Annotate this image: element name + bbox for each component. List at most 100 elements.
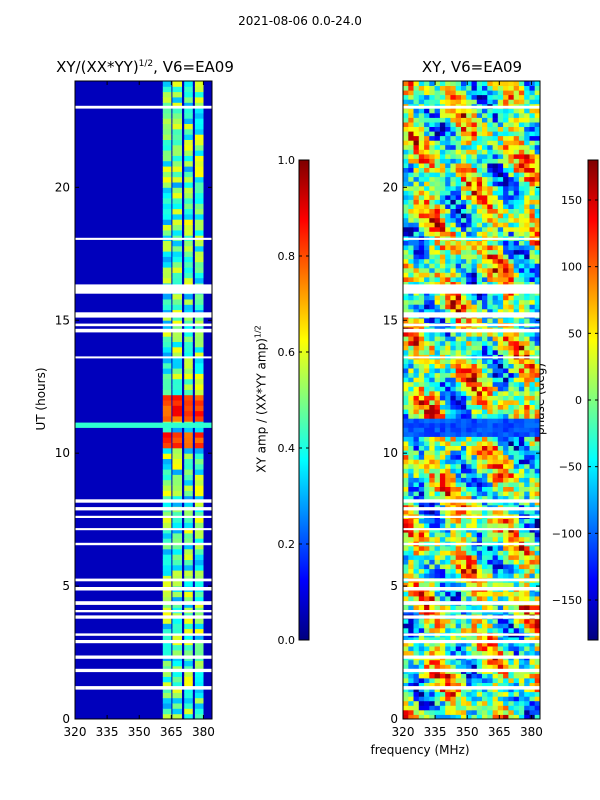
right-heatmap-cell <box>439 509 446 515</box>
right-heatmap-cell <box>413 395 420 401</box>
right-heatmap-cell <box>429 591 435 597</box>
left-heatmap-cell <box>172 134 182 140</box>
right-heatmap-cell <box>518 176 525 182</box>
left-heatmap-cell <box>172 139 182 146</box>
left-heatmap-cell <box>194 591 204 598</box>
right-heatmap-cell <box>476 267 483 273</box>
right-heatmap-cell <box>534 691 541 697</box>
right-heatmap-cell <box>429 126 435 132</box>
right-heatmap-cell <box>403 650 409 656</box>
right-heatmap-cell <box>471 158 478 164</box>
right-heatmap-cell <box>413 486 420 492</box>
right-heatmap-cell <box>408 409 414 415</box>
left-heatmap-cell <box>184 352 193 358</box>
right-heatmap-cell <box>518 682 525 688</box>
right-heatmap-cell <box>534 299 541 305</box>
right-heatmap-cell <box>487 482 493 487</box>
right-heatmap-cell <box>513 345 520 351</box>
right-heatmap-cell <box>534 545 541 551</box>
right-heatmap-cell <box>497 117 504 123</box>
right-heatmap-cell <box>492 295 499 301</box>
right-heatmap-cell <box>492 637 499 642</box>
right-heatmap-cell <box>518 678 525 683</box>
right-heatmap-cell <box>487 568 493 574</box>
left-heatmap-cell <box>184 182 193 188</box>
right-heatmap-cell <box>424 167 430 173</box>
right-heatmap-cell <box>408 486 414 492</box>
right-heatmap-cell <box>487 646 493 652</box>
right-heatmap-cell <box>413 368 420 374</box>
right-heatmap-cell <box>471 491 478 497</box>
right-heatmap-cell <box>466 308 472 314</box>
right-heatmap-cell <box>503 418 509 424</box>
right-heatmap-cell <box>487 204 493 209</box>
right-heatmap-cell <box>471 445 478 451</box>
right-heatmap-cell <box>492 627 499 633</box>
right-heatmap-cell <box>487 386 493 392</box>
right-heatmap-cell <box>408 308 414 314</box>
x-tick-label: 380 <box>192 725 215 739</box>
right-heatmap-cell <box>529 254 536 260</box>
right-heatmap-cell <box>445 518 451 524</box>
left-heatmap-cell <box>184 362 193 369</box>
left-heatmap-cell <box>184 633 193 640</box>
right-heatmap-cell <box>429 523 435 528</box>
right-heatmap-cell <box>492 700 499 706</box>
right-heatmap-cell <box>513 226 520 232</box>
right-heatmap-cell <box>503 245 509 251</box>
right-heatmap-cell <box>524 696 530 702</box>
right-heatmap-cell <box>424 596 430 601</box>
right-heatmap-cell <box>445 509 451 515</box>
right-heatmap-cell <box>487 641 493 647</box>
right-heatmap-cell <box>497 523 504 528</box>
right-heatmap-cell <box>403 336 409 342</box>
right-heatmap-cell <box>476 167 483 173</box>
right-heatmap-cell <box>513 222 520 228</box>
right-heatmap-cell <box>497 400 504 405</box>
left-heatmap-cell <box>162 97 172 103</box>
right-heatmap-cell <box>466 673 472 679</box>
right-heatmap-cell <box>518 559 525 565</box>
right-heatmap-cell <box>476 126 483 132</box>
right-heatmap-cell <box>466 413 472 419</box>
left-heatmap-cell <box>172 123 182 130</box>
right-heatmap-cell <box>439 436 446 442</box>
right-heatmap-cell <box>534 208 541 214</box>
right-heatmap-cell <box>413 176 420 182</box>
right-heatmap-cell <box>413 185 420 191</box>
right-heatmap-cell <box>508 81 515 86</box>
right-heatmap-cell <box>513 536 520 542</box>
right-heatmap-cell <box>497 714 504 720</box>
right-heatmap-cell <box>492 454 499 460</box>
right-heatmap-cell <box>492 163 499 168</box>
right-heatmap-cell <box>497 372 504 378</box>
left-heatmap-cell <box>194 517 204 523</box>
right-heatmap-cell <box>476 404 483 410</box>
right-heatmap-cell <box>424 349 430 355</box>
right-heatmap-cell <box>476 272 483 278</box>
right-heatmap-cell <box>508 404 515 410</box>
right-heatmap-cell <box>445 258 451 264</box>
right-heatmap-cell <box>408 181 414 187</box>
right-heatmap-cell <box>466 249 472 255</box>
right-heatmap-cell <box>482 545 488 551</box>
right-heatmap-cell <box>434 249 441 255</box>
right-heatmap-cell <box>529 659 536 665</box>
right-heatmap-cell <box>492 518 499 524</box>
right-heatmap-cell <box>476 568 483 574</box>
right-heatmap-cell <box>413 422 420 428</box>
right-heatmap-cell <box>439 532 446 538</box>
right-heatmap-cell <box>408 550 414 556</box>
right-heatmap-cell <box>434 441 441 446</box>
right-heatmap-cell <box>534 450 541 456</box>
right-heatmap-cell <box>518 172 525 178</box>
right-heatmap-cell <box>429 308 435 314</box>
right-heatmap-cell <box>503 199 509 205</box>
right-heatmap-cell <box>518 532 525 538</box>
right-heatmap-cell <box>424 650 430 656</box>
right-heatmap-cell <box>513 240 520 246</box>
right-heatmap-cell <box>476 149 483 155</box>
right-heatmap-cell <box>445 172 451 178</box>
right-heatmap-cell <box>482 267 488 273</box>
right-heatmap-cell <box>492 336 499 342</box>
